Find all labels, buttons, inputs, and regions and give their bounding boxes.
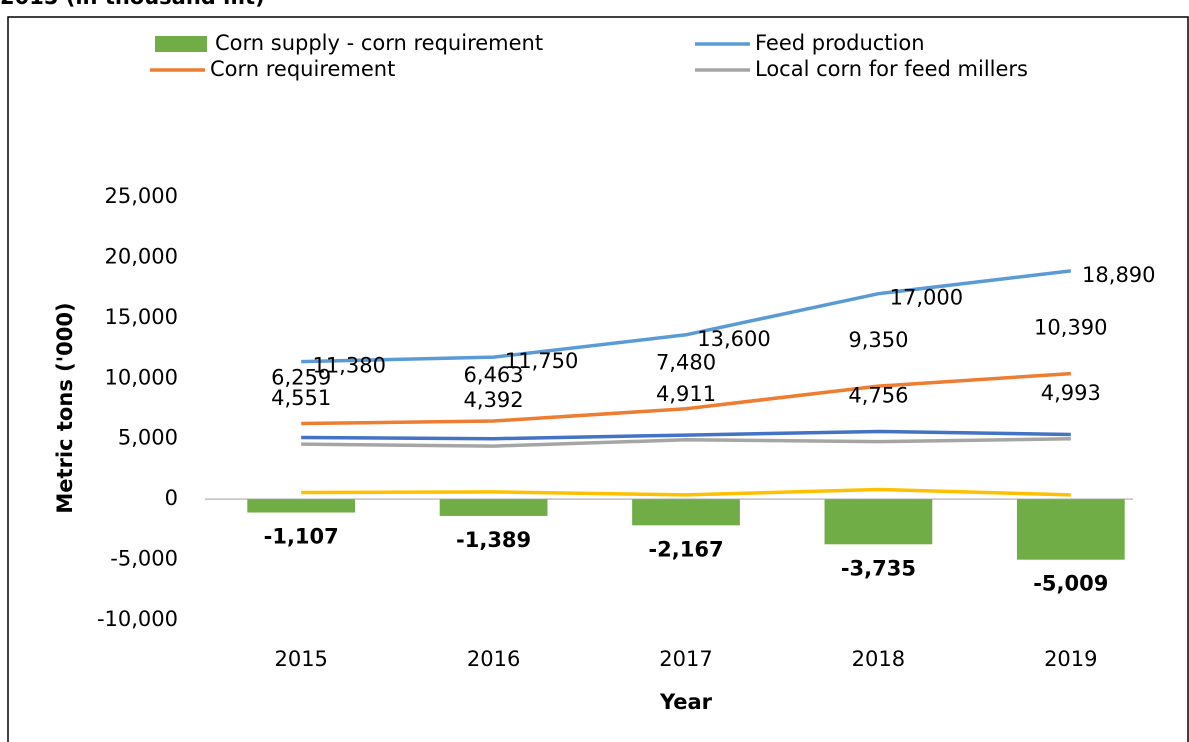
x-tick-label: 2017 (659, 647, 712, 671)
x-tick-label: 2018 (852, 647, 905, 671)
bar-value-label: -3,735 (841, 556, 916, 580)
bar (824, 499, 933, 545)
line-series (301, 437, 1071, 448)
y-tick-label: -10,000 (97, 607, 178, 631)
bar (632, 499, 740, 526)
line-value-label: 4,911 (656, 382, 716, 406)
bar-value-label: -5,009 (1033, 572, 1108, 596)
line-value-label: 10,390 (1034, 316, 1107, 340)
bar-value-label: -1,107 (264, 525, 339, 549)
y-tick-label: 15,000 (105, 305, 178, 329)
line-series (301, 429, 1071, 441)
bar (1016, 499, 1125, 560)
line-value-label: 4,993 (1041, 381, 1101, 405)
y-axis-title: Metric tons ('000) (53, 302, 77, 513)
x-tick-label: 2016 (467, 647, 520, 671)
line-value-label: 7,480 (656, 351, 716, 375)
line-value-label: 9,350 (848, 328, 908, 352)
chart-title: 2015 (in thousand mt) (0, 0, 265, 9)
line-value-label: 4,756 (848, 384, 908, 408)
y-tick-label: 25,000 (105, 184, 178, 208)
y-tick-label: 5,000 (118, 426, 178, 450)
line-value-label: 4,551 (271, 386, 331, 410)
line-value-label: 17,000 (890, 286, 963, 310)
line-series (301, 487, 1071, 497)
y-tick-label: 0 (165, 486, 178, 510)
line-value-label: 6,259 (271, 365, 331, 389)
legend-label: Corn requirement (210, 57, 395, 81)
line-value-label: 18,890 (1082, 263, 1155, 287)
legend-label: Local corn for feed millers (755, 57, 1028, 81)
legend-label: Corn supply - corn requirement (215, 31, 543, 55)
chart-frame (7, 16, 1189, 742)
line-value-label: 11,380 (312, 354, 385, 378)
legend-label: Feed production (755, 31, 925, 55)
y-tick-label: 20,000 (105, 244, 178, 268)
x-tick-label: 2019 (1044, 647, 1097, 671)
y-tick-label: 10,000 (105, 365, 178, 389)
line-value-label: 11,750 (505, 349, 578, 373)
line-value-label: 6,463 (464, 363, 524, 387)
x-axis-title: Year (659, 690, 713, 714)
line-series (301, 269, 1072, 364)
line-series (301, 371, 1071, 426)
line-value-label: 13,600 (697, 327, 770, 351)
bar-value-label: -2,167 (648, 537, 723, 561)
bar (439, 499, 548, 516)
bar (247, 499, 356, 513)
line-value-label: 4,392 (464, 388, 524, 412)
x-tick-label: 2015 (274, 647, 327, 671)
legend-swatch (155, 36, 207, 52)
y-tick-label: -5,000 (110, 547, 178, 571)
bar-value-label: -1,389 (456, 528, 531, 552)
